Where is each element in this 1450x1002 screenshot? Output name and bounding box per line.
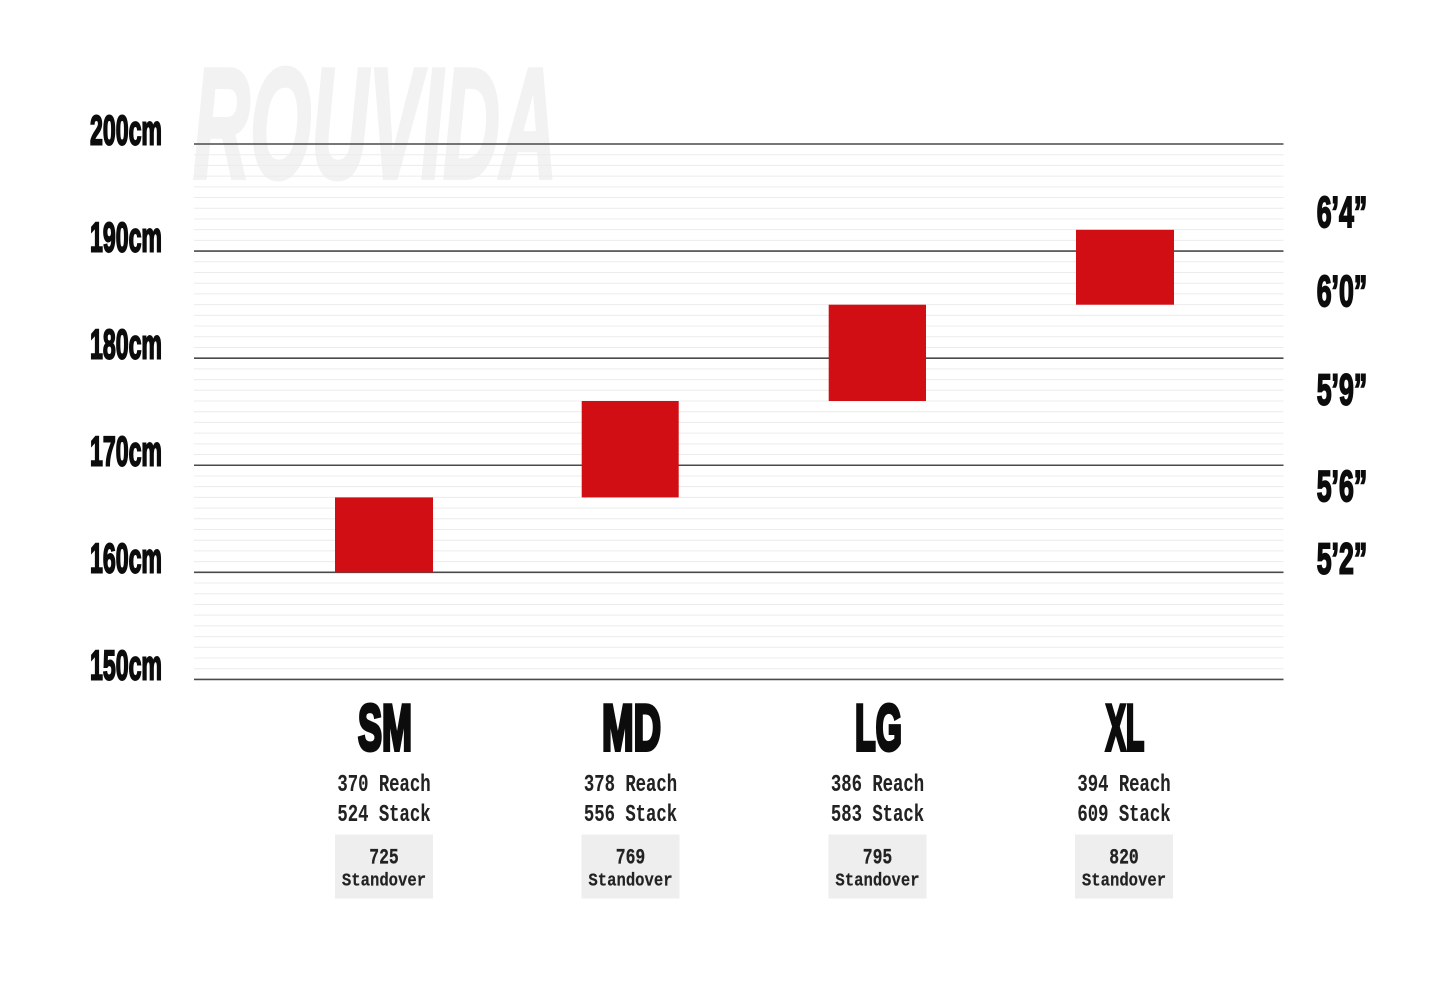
svg-text:6’0”: 6’0” xyxy=(1317,267,1368,316)
svg-text:150cm: 150cm xyxy=(90,642,162,689)
svg-text:ROUVIDA: ROUVIDA xyxy=(193,36,557,212)
svg-text:394 Reach: 394 Reach xyxy=(1077,771,1170,799)
svg-text:524 Stack: 524 Stack xyxy=(337,801,431,829)
svg-text:200cm: 200cm xyxy=(90,106,162,153)
svg-text:SM: SM xyxy=(358,692,412,764)
svg-text:Standover: Standover xyxy=(588,871,672,891)
svg-text:Standover: Standover xyxy=(1082,871,1166,891)
svg-text:LG: LG xyxy=(855,692,902,764)
svg-text:378 Reach: 378 Reach xyxy=(584,771,677,799)
svg-text:170cm: 170cm xyxy=(90,428,162,475)
svg-text:Standover: Standover xyxy=(342,871,426,891)
svg-text:6’4”: 6’4” xyxy=(1317,188,1368,237)
svg-text:5’9”: 5’9” xyxy=(1317,366,1368,415)
svg-text:609 Stack: 609 Stack xyxy=(1077,801,1171,829)
svg-text:XL: XL xyxy=(1106,692,1145,764)
svg-text:MD: MD xyxy=(602,692,661,764)
svg-text:725: 725 xyxy=(369,845,399,870)
svg-text:Standover: Standover xyxy=(835,871,919,891)
svg-text:795: 795 xyxy=(863,845,893,870)
svg-text:386 Reach: 386 Reach xyxy=(831,771,924,799)
svg-text:180cm: 180cm xyxy=(90,321,162,368)
svg-text:160cm: 160cm xyxy=(90,535,162,582)
svg-text:769: 769 xyxy=(616,845,646,870)
svg-text:190cm: 190cm xyxy=(90,213,162,260)
svg-text:370 Reach: 370 Reach xyxy=(337,771,430,799)
svg-text:556 Stack: 556 Stack xyxy=(584,801,678,829)
svg-text:5’6”: 5’6” xyxy=(1317,462,1368,511)
svg-text:5’2”: 5’2” xyxy=(1317,535,1368,584)
svg-text:820: 820 xyxy=(1109,845,1139,870)
svg-text:583 Stack: 583 Stack xyxy=(831,801,925,829)
